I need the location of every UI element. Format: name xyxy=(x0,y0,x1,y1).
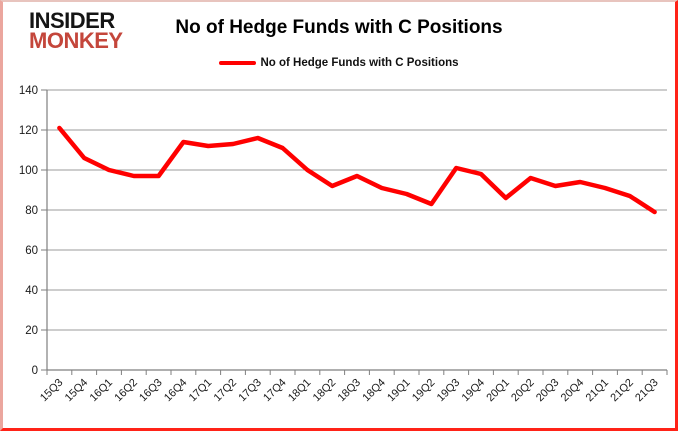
x-tick-label: 16Q2 xyxy=(112,377,140,405)
x-tick-label: 16Q4 xyxy=(162,377,190,405)
logo-text-monkey: MONKEY xyxy=(29,28,123,54)
y-tick-label: 40 xyxy=(25,285,38,297)
x-tick-label: 18Q1 xyxy=(286,377,314,405)
y-tick-label: 20 xyxy=(25,325,38,337)
x-tick-label: 21Q3 xyxy=(633,377,661,405)
x-tick-label: 16Q1 xyxy=(88,377,116,405)
y-tick-label: 100 xyxy=(19,165,38,177)
x-tick-label: 18Q3 xyxy=(336,377,364,405)
legend-label: No of Hedge Funds with C Positions xyxy=(260,57,459,69)
x-tick-label: 19Q2 xyxy=(410,377,438,405)
line-chart: 0 20 40 60 80 100 120 140 15Q315Q416Q116Q216Q316… xyxy=(19,85,668,405)
y-tick-label: 0 xyxy=(32,365,38,377)
x-tick-label: 18Q4 xyxy=(360,377,388,405)
x-tick-label: 20Q4 xyxy=(559,377,587,405)
x-tick-label: 16Q3 xyxy=(137,377,165,405)
x-tick-label: 20Q3 xyxy=(534,377,562,405)
chart-title: No of Hedge Funds with C Positions xyxy=(175,17,503,38)
logo-text-insider: INSIDER xyxy=(29,8,115,33)
legend-line-swatch xyxy=(219,61,257,65)
x-tick-label: 15Q4 xyxy=(63,377,91,405)
x-tick-label: 19Q3 xyxy=(435,377,463,405)
x-tick-label: 19Q4 xyxy=(460,377,488,405)
x-tick-label: 17Q4 xyxy=(261,377,289,405)
x-tick-label: 19Q1 xyxy=(385,377,413,405)
x-tick-label: 17Q3 xyxy=(236,377,264,405)
y-tick-label: 140 xyxy=(19,85,38,97)
x-tick-label: 20Q2 xyxy=(509,377,537,405)
series-line xyxy=(57,125,657,215)
y-tick-label: 80 xyxy=(25,205,38,217)
y-tick-label: 60 xyxy=(25,245,38,257)
x-tick-label: 21Q2 xyxy=(608,377,636,405)
insider-monkey-logo: INSIDER MONKEY xyxy=(29,8,123,54)
x-tick-label: 18Q2 xyxy=(311,377,339,405)
legend: No of Hedge Funds with C Positions xyxy=(3,57,675,69)
x-tick-label: 17Q1 xyxy=(187,377,215,405)
x-tick-label: 21Q1 xyxy=(584,377,612,405)
x-tick-label: 15Q3 xyxy=(38,377,66,405)
x-tick-label: 17Q2 xyxy=(212,377,240,405)
x-tick-label: 20Q1 xyxy=(484,377,512,405)
y-tick-label: 120 xyxy=(19,125,38,137)
